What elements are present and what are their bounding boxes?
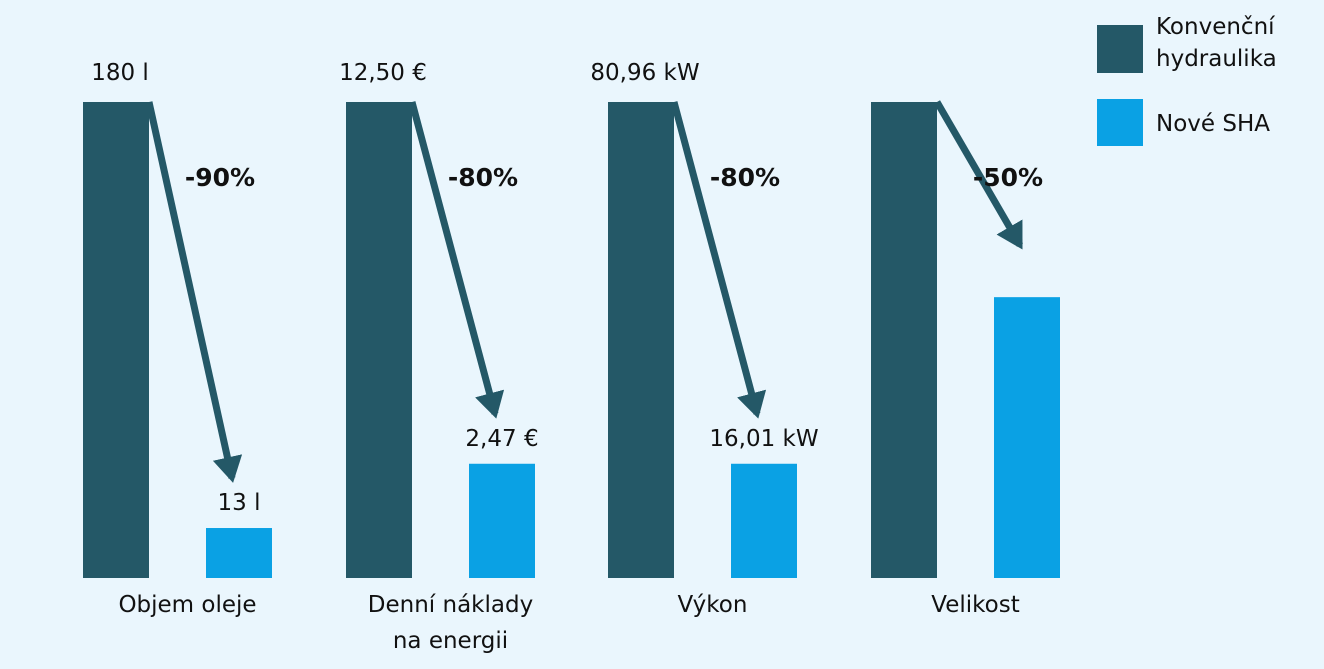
bar-conventional-2	[608, 102, 674, 578]
value-label-sha-2: 16,01 kW	[709, 426, 818, 452]
legend-label-1: Nové SHA	[1156, 111, 1270, 137]
legend-label-0: Konvenční hydraulika	[1156, 14, 1277, 72]
bar-sha-0	[206, 528, 272, 578]
value-label-conventional-1: 12,50 €	[339, 60, 427, 86]
reduction-arrow-0	[145, 101, 243, 483]
category-label-0: Objem oleje	[118, 592, 256, 618]
reduction-arrow-1	[408, 101, 505, 419]
bar-conventional-3	[871, 102, 937, 578]
category-label-2: Výkon	[678, 592, 748, 618]
reduction-label-2: -80%	[710, 163, 780, 192]
category-label-3: Velikost	[931, 592, 1019, 618]
value-label-sha-0: 13 l	[218, 490, 261, 516]
category-label-1: Denní náklady na energii	[368, 592, 533, 654]
value-label-sha-1: 2,47 €	[465, 426, 538, 452]
bar-conventional-0	[83, 102, 149, 578]
reduction-label-0: -90%	[185, 163, 255, 192]
value-label-conventional-2: 80,96 kW	[590, 60, 699, 86]
legend-swatch-0	[1097, 25, 1143, 73]
bar-sha-1	[469, 463, 535, 578]
reduction-arrow-2	[670, 101, 767, 419]
reduction-label-1: -80%	[448, 163, 518, 192]
value-label-conventional-0: 180 l	[91, 60, 149, 86]
reduction-label-3: -50%	[973, 163, 1043, 192]
legend-swatch-1	[1097, 99, 1143, 146]
bar-conventional-1	[346, 102, 412, 578]
bar-sha-2	[731, 463, 797, 578]
bar-sha-3	[994, 297, 1060, 578]
reduction-arrow-3	[933, 100, 1024, 250]
